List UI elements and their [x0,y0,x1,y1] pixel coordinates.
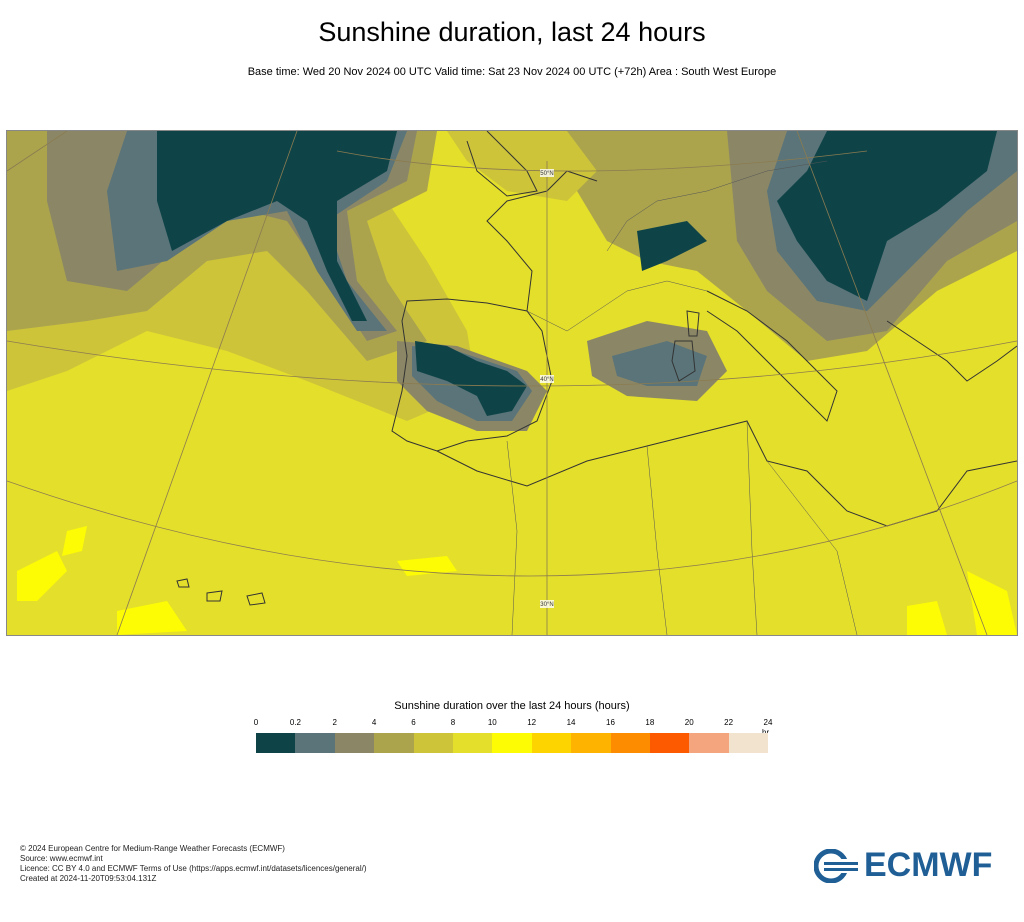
legend-swatch [531,733,572,753]
footer-line: Licence: CC BY 4.0 and ECMWF Terms of Us… [20,864,367,873]
legend-tick-label: 18 [645,718,655,727]
alps-cloud [637,221,707,271]
legend-tick-label: 24 [763,718,773,727]
page-title: Sunshine duration, last 24 hours [318,17,706,47]
legend-tick-label: 14 [566,718,576,727]
footer-line: © 2024 European Centre for Medium-Range … [20,844,285,853]
legend-swatch [649,733,690,753]
sunny-spot-4 [907,601,947,635]
sunny-spot-6 [62,526,87,556]
sardinia-outline [671,340,696,382]
sunny-spot-2 [117,601,187,635]
map-svg: 50°N 40°N 30°N [7,131,1017,635]
parallel-40n [7,340,1017,387]
graticule [7,131,1017,635]
legend-unit: hr [762,728,769,737]
sunny-spot-5 [967,571,1017,635]
sardinia-cloud [612,341,707,386]
legend-tick-label: 16 [606,718,615,727]
iberia-coast [391,298,553,452]
balkans-cloud-core [777,131,997,301]
lat-label-bg-50 [540,169,554,177]
british-coast [466,131,538,197]
france-coast [486,170,598,312]
legend-swatch [334,733,375,753]
footer-credits: © 2024 European Centre for Medium-Range … [20,844,367,884]
sunny-spot-1 [17,551,67,601]
lat-label-bg-40 [540,375,554,383]
footer-line: Created at 2024-11-20T09:53:04.131Z [20,874,157,883]
legend-tick-label: 6 [411,718,416,727]
legend-tick-label: 2 [332,718,337,727]
legend-tick-label: 22 [724,718,734,727]
legend-swatch [452,733,493,753]
corsica-outline [686,310,700,337]
greece-coast [886,320,1017,382]
canary-islands [176,578,266,606]
ecmwf-logo: ECMWF [814,846,992,885]
legend-swatch [728,733,769,753]
legend-tick-label: 8 [450,718,456,727]
legend-swatch [374,733,414,753]
ecmwf-logo-text: ECMWF [864,846,993,884]
legend-swatch [689,733,729,753]
legend-tick-label: 20 [684,718,694,727]
lat-label-30: 30°N [540,602,553,608]
meridian-east-20 [796,131,988,635]
legend-tick-label: 10 [487,718,497,727]
lat-labels: 50°N 40°N 30°N [540,169,554,608]
lat-label-40: 40°N [540,377,553,383]
meridian-west-20 [116,131,298,635]
atlantic-cloud-core [157,131,397,321]
parallel-30n [7,480,1017,577]
legend-swatch [571,733,611,753]
parallel-50n [336,150,868,172]
lat-label-bg-30 [540,600,554,608]
ecmwf-logo-icon [814,848,860,883]
legend-swatch [295,733,335,753]
legend-colorbar [256,733,769,753]
country-borders [506,160,858,635]
legend-tick-label: 0.2 [289,718,301,727]
legend-title: Sunshine duration over the last 24 hours… [394,700,630,712]
legend-tick-label: 12 [527,718,537,727]
legend-swatch [610,733,650,753]
footer-line: Source: www.ecmwf.int [20,854,103,863]
lat-label-50: 50°N [540,171,553,177]
legend-swatch [492,733,532,753]
legend-swatch [413,733,453,753]
meridian-west-40 [7,131,68,172]
iberia-cloud-core [415,341,527,416]
legend-swatch [256,733,296,753]
sunshine-map: 50°N 40°N 30°N [6,130,1018,636]
legend-tick-label: 4 [371,718,377,727]
page-subtitle: Base time: Wed 20 Nov 2024 00 UTC Valid … [247,66,777,78]
italy-coast [706,290,838,422]
legend-tick-label: 0 [253,718,259,727]
